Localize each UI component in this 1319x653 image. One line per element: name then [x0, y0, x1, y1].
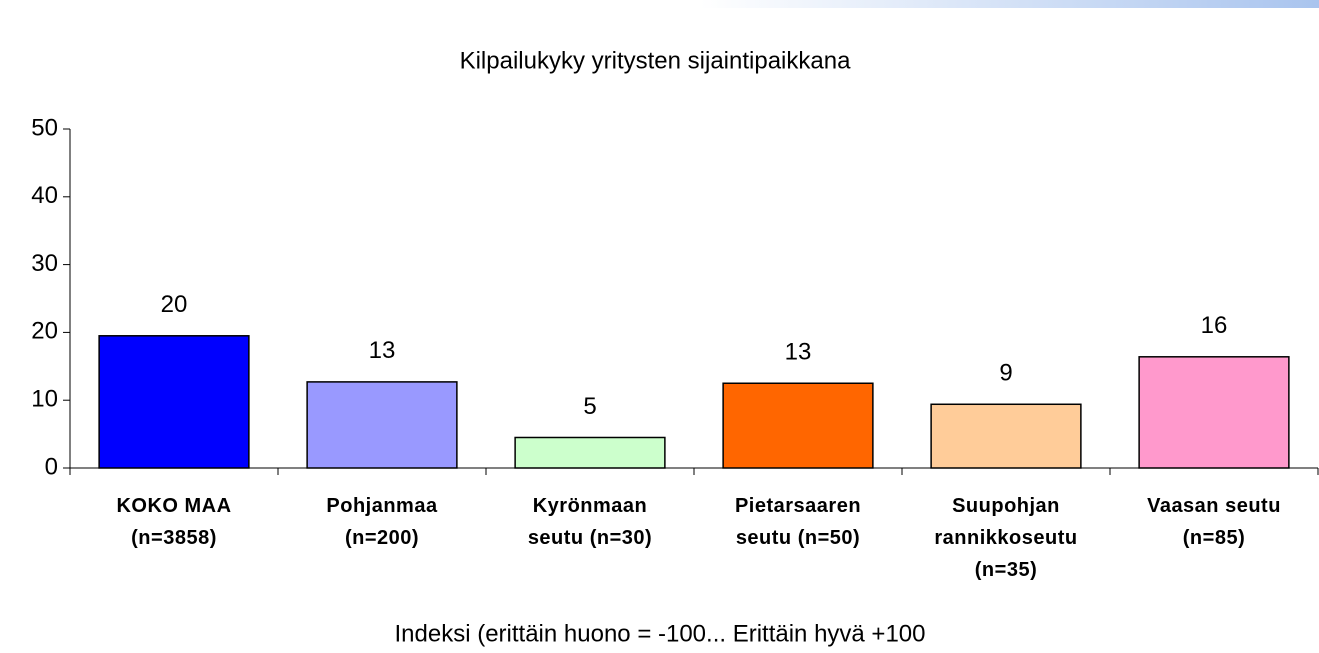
- y-tick-label: 50: [31, 114, 58, 141]
- value-label: 13: [785, 339, 812, 366]
- x-tick-label: KOKO MAA (n=3858): [116, 495, 232, 549]
- bar: [98, 335, 250, 469]
- x-tick-label: Suupohjan rannikkoseutu (n=35): [934, 495, 1078, 581]
- value-label: 16: [1201, 312, 1228, 339]
- bar: [514, 436, 666, 469]
- y-tick-label: 20: [31, 318, 58, 345]
- bar: [722, 382, 874, 469]
- decor-strip: [700, 0, 1319, 8]
- x-tick-label: Pietarsaaren seutu (n=50): [734, 495, 862, 549]
- bar: [306, 381, 458, 469]
- x-tick-label: Pohjanmaa (n=200): [326, 495, 438, 549]
- value-label: 20: [161, 291, 188, 318]
- y-tick-label: 10: [31, 386, 58, 413]
- y-tick-label: 0: [45, 453, 58, 480]
- value-label: 5: [583, 393, 596, 420]
- y-tick-label: 30: [31, 250, 58, 277]
- chart-title: Kilpailukyky yritysten sijaintipaikkana: [460, 47, 851, 74]
- value-label: 9: [999, 360, 1012, 387]
- value-label: 13: [369, 337, 396, 364]
- bar: [1138, 356, 1290, 469]
- bar: [930, 403, 1082, 469]
- x-tick-label: Vaasan seutu (n=85): [1147, 495, 1281, 549]
- x-tick-label: Kyrönmaan seutu (n=30): [527, 495, 653, 549]
- x-axis-label: Indeksi (erittäin huono = -100... Erittä…: [395, 620, 926, 647]
- y-tick-label: 40: [31, 182, 58, 209]
